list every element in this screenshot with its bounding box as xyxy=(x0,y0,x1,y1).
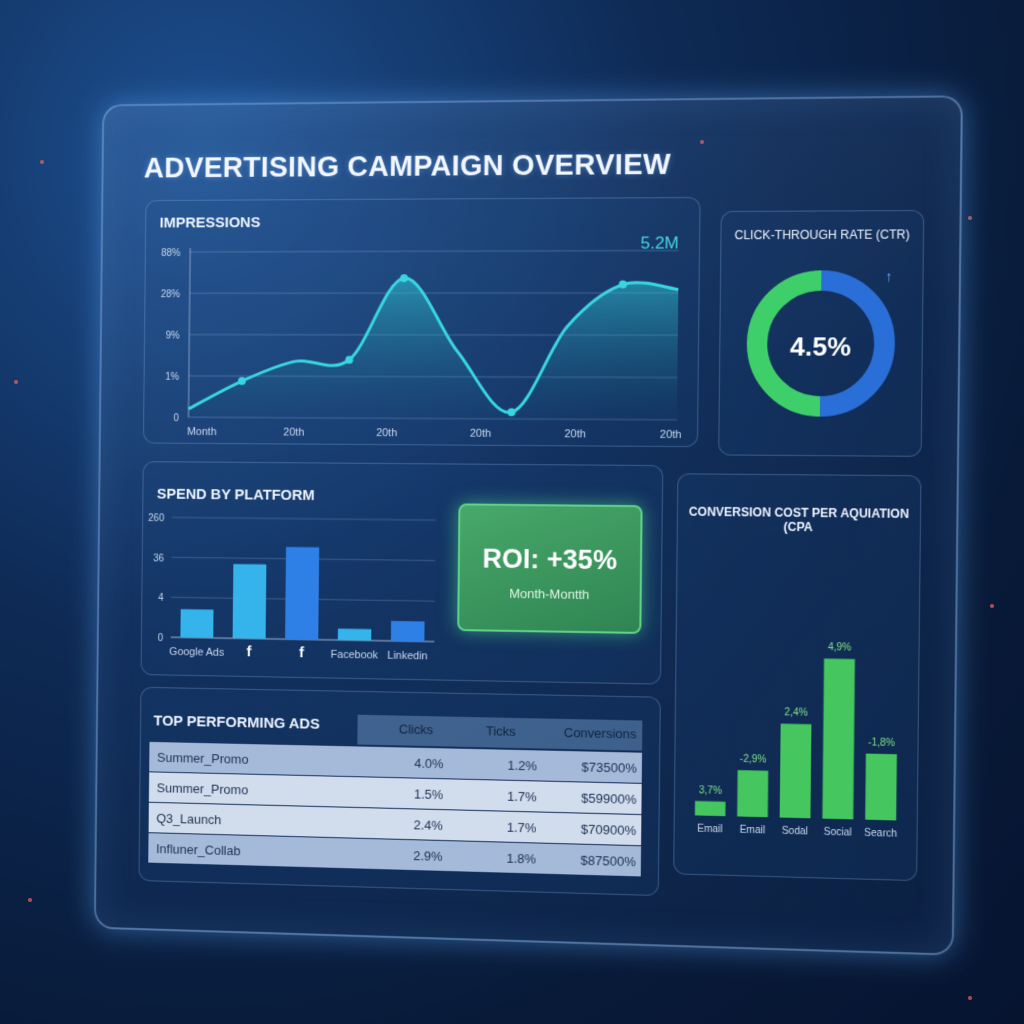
ad-clicks: 4.0% xyxy=(414,756,443,772)
data-label: 3,7% xyxy=(699,785,723,797)
dashboard-panel: ADVERTISING CAMPAIGN OVERVIEW IMPRESSION… xyxy=(94,95,963,955)
ad-clicks: 2.4% xyxy=(414,817,443,833)
x-tick-label: Linkedin xyxy=(387,650,428,663)
ad-conversions: $73500% xyxy=(581,759,636,775)
cpa-bar xyxy=(822,659,855,820)
y-tick-label: 36 xyxy=(153,553,164,564)
x-tick-label: 20th xyxy=(376,427,397,439)
impressions-area xyxy=(188,278,678,420)
y-tick-label: 88% xyxy=(161,248,181,259)
ad-ticks: 1.7% xyxy=(507,789,537,805)
x-tick-label: Search xyxy=(864,828,897,840)
cpa-panel: CONVERSION COST PER AQUIATION (CPA 3,7% E… xyxy=(673,473,921,881)
ad-conversions: $59900% xyxy=(581,791,636,807)
spend-chart: 260 36 4 0 Google Ads f f Facebook Linkedin xyxy=(142,462,446,680)
spend-bar xyxy=(180,609,213,638)
spend-bar xyxy=(285,547,319,640)
y-tick-label: 1% xyxy=(165,372,179,383)
data-label: 4,9% xyxy=(828,642,852,654)
x-tick-label: 20th xyxy=(660,429,682,441)
y-tick-label: 28% xyxy=(161,289,181,300)
ctr-value: 4.5% xyxy=(720,331,922,363)
spend-bar xyxy=(391,621,425,642)
roi-value: ROI: +35% xyxy=(460,543,640,576)
roi-subtitle: Month-Montth xyxy=(459,585,639,603)
page-title: ADVERTISING CAMPAIGN OVERVIEW xyxy=(144,149,672,186)
ctr-panel: CLICK-THROUGH RATE (CTR) 4.5% ↑ xyxy=(718,210,924,457)
ad-clicks: 1.5% xyxy=(414,787,443,803)
ad-name: Summer_Promo xyxy=(157,780,249,797)
impressions-chart: 88% 28% 9% 1% 0 Month 20th 20th 20th 20th 20th 5.2M xyxy=(144,198,700,446)
column-header-conversions[interactable]: Conversions xyxy=(564,725,637,742)
x-tick-label: Social xyxy=(824,827,852,839)
facebook-icon: f xyxy=(299,645,304,661)
x-tick-label: Google Ads xyxy=(169,646,225,659)
spend-bar xyxy=(233,564,267,639)
y-tick-label: 0 xyxy=(173,413,179,424)
x-tick-label: Sodal xyxy=(782,826,808,838)
x-tick-label: Month xyxy=(187,426,217,438)
top-ads-title: TOP PERFORMING ADS xyxy=(153,713,319,733)
column-header-clicks[interactable]: Clicks xyxy=(399,722,433,738)
ad-conversions: $87500% xyxy=(580,853,635,870)
gridline xyxy=(172,517,436,520)
ad-conversions: $70900% xyxy=(581,822,636,838)
ad-ticks: 1.8% xyxy=(506,851,536,867)
cpa-bar xyxy=(780,724,812,819)
y-tick-label: 260 xyxy=(148,513,165,524)
x-tick-label: 20th xyxy=(470,428,491,440)
data-label: 2,4% xyxy=(784,707,808,719)
x-tick-label: Email xyxy=(697,823,723,835)
impressions-highlight: 5.2M xyxy=(640,233,678,252)
sparkle xyxy=(990,604,994,608)
x-tick-label: Facebook xyxy=(331,649,379,662)
sparkle xyxy=(968,216,972,220)
ad-name: Influner_Collab xyxy=(156,841,241,858)
y-tick-label: 4 xyxy=(158,593,164,604)
ad-clicks: 2.9% xyxy=(413,848,442,864)
impressions-panel: IMPRESSIONS 88% 28% 9% 1% 0 Month 20th 20th 20th… xyxy=(143,197,701,447)
roi-card: ROI: +35% Month-Montth xyxy=(457,503,642,634)
cpa-bar xyxy=(695,801,726,816)
x-tick-label: 20th xyxy=(283,427,304,439)
data-label: -1,8% xyxy=(868,737,895,749)
cpa-bar xyxy=(737,770,768,817)
sparkle xyxy=(28,898,32,902)
arrow-up-icon: ↑ xyxy=(885,268,892,284)
cpa-bar xyxy=(865,754,897,821)
data-label: -2,9% xyxy=(740,754,767,766)
ad-ticks: 1.7% xyxy=(507,820,537,836)
x-tick-label: 20th xyxy=(564,428,586,440)
sparkle xyxy=(968,996,972,1000)
cpa-chart: 3,7% Email -2,9% Email 2,4% Sodal 4,9% Social -1… xyxy=(674,474,920,880)
y-axis xyxy=(188,248,190,417)
y-tick-label: 0 xyxy=(158,633,164,644)
facebook-icon: f xyxy=(246,644,251,660)
spend-bar xyxy=(338,629,371,641)
ad-ticks: 1.2% xyxy=(507,758,537,774)
ad-name: Q3_Launch xyxy=(156,811,221,827)
gridline xyxy=(190,251,679,252)
x-tick-label: Email xyxy=(740,825,766,837)
sparkle xyxy=(14,380,18,384)
sparkle xyxy=(40,160,44,164)
column-header-ticks[interactable]: Ticks xyxy=(486,723,516,739)
y-tick-label: 9% xyxy=(166,331,180,342)
ad-name: Summer_Promo xyxy=(157,750,249,767)
